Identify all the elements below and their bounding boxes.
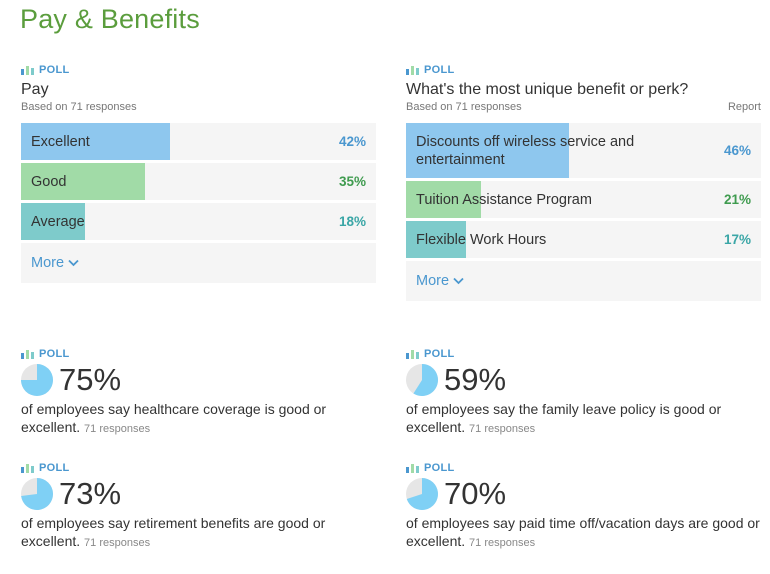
stat-description: of employees say healthcare coverage is … <box>21 401 327 435</box>
poll-option-average[interactable]: Average 18% <box>21 203 376 240</box>
retirement-stat: POLL 73% of employees say retirement ben… <box>21 462 381 552</box>
page-title: Pay & Benefits <box>20 4 200 34</box>
stat-description: of employees say retirement benefits are… <box>21 515 326 549</box>
poll-option-label: Tuition Assistance Program <box>416 191 592 208</box>
stat-description: of employees say paid time off/vacation … <box>406 515 760 549</box>
paid-time-off-stat: POLL 70% of employees say paid time off/… <box>406 462 766 552</box>
stat-percent: 70% <box>444 476 507 511</box>
poll-label: POLL <box>39 64 70 76</box>
poll-option-good[interactable]: Good 35% <box>21 163 376 200</box>
poll-option-tuition-assistance[interactable]: Tuition Assistance Program 21% <box>406 181 761 218</box>
poll-tag: POLL <box>21 462 381 474</box>
stat-description: of employees say the family leave policy… <box>406 401 722 435</box>
family-leave-stat: POLL 59% of employees say the family lea… <box>406 348 766 438</box>
pie-chart-icon <box>406 364 438 396</box>
poll-option-bar <box>21 203 85 240</box>
poll-option-label: Discounts off wireless service and enter… <box>416 133 635 168</box>
poll-tag: POLL <box>406 348 766 360</box>
poll-option-label: Average <box>31 213 85 230</box>
poll-tag: POLL <box>21 348 381 360</box>
bar-chart-icon <box>21 349 34 359</box>
more-button[interactable]: More <box>21 243 376 283</box>
pie-chart-icon <box>21 364 53 396</box>
poll-label: POLL <box>39 348 70 360</box>
pie-chart-icon <box>21 478 53 510</box>
pie-slice <box>21 364 53 396</box>
poll-label: POLL <box>424 64 455 76</box>
perk-poll-card: POLL What's the most unique benefit or p… <box>406 64 761 301</box>
more-label: More <box>416 273 450 289</box>
healthcare-stat: POLL 75% of employees say healthcare cov… <box>21 348 381 438</box>
poll-option-label: Excellent <box>31 133 90 150</box>
poll-label: POLL <box>39 462 70 474</box>
pie-chart-icon <box>406 478 438 510</box>
stat-responses: 71 responses <box>84 423 151 435</box>
poll-response-count: Based on 71 responses <box>21 101 137 113</box>
poll-response-count: Based on 71 responses <box>406 101 522 113</box>
poll-option-percent: 35% <box>338 174 366 189</box>
bar-chart-icon <box>406 463 419 473</box>
poll-option-percent: 21% <box>723 192 751 207</box>
poll-option-flexible-hours[interactable]: Flexible Work Hours 17% <box>406 221 761 258</box>
poll-option-bar <box>21 123 171 160</box>
poll-option-percent: 46% <box>723 143 751 158</box>
poll-option-wireless-discounts[interactable]: Discounts off wireless service and enter… <box>406 123 761 178</box>
bar-chart-icon <box>406 349 419 359</box>
poll-option-excellent[interactable]: Excellent 42% <box>21 123 376 160</box>
poll-option-label: Flexible Work Hours <box>416 231 547 248</box>
poll-label: POLL <box>424 462 455 474</box>
poll-option-percent: 17% <box>723 232 751 247</box>
stat-responses: 71 responses <box>84 537 151 549</box>
poll-option-bar <box>406 123 570 178</box>
stat-percent: 59% <box>444 362 507 397</box>
poll-option-bar <box>406 181 481 218</box>
stat-percent: 73% <box>59 476 122 511</box>
pie-slice <box>406 478 438 510</box>
poll-tag: POLL <box>406 462 766 474</box>
chevron-down-icon <box>453 277 464 285</box>
poll-option-percent: 18% <box>338 214 366 229</box>
chevron-down-icon <box>68 259 79 267</box>
bar-chart-icon <box>406 65 419 75</box>
poll-question: Pay <box>21 81 49 98</box>
bar-chart-icon <box>21 463 34 473</box>
poll-option-percent: 42% <box>338 134 366 149</box>
stat-responses: 71 responses <box>469 423 536 435</box>
poll-option-label: Good <box>31 173 67 190</box>
pay-poll-card: POLL Pay Based on 71 responses Excellent… <box>21 64 376 283</box>
poll-question: What's the most unique benefit or perk? <box>406 81 689 98</box>
more-button[interactable]: More <box>406 261 761 301</box>
pie-slice <box>413 364 438 396</box>
report-link[interactable]: Report <box>727 101 761 113</box>
poll-option-bar <box>21 163 146 200</box>
stat-responses: 71 responses <box>469 537 536 549</box>
bar-chart-icon <box>21 65 34 75</box>
pie-slice <box>21 478 53 510</box>
poll-label: POLL <box>424 348 455 360</box>
poll-tag: POLL <box>406 64 761 76</box>
poll-options: Excellent 42% Good 35% Average 18% More <box>21 123 376 283</box>
poll-option-bar <box>406 221 467 258</box>
poll-options: Discounts off wireless service and enter… <box>406 123 761 301</box>
stat-percent: 75% <box>59 362 122 397</box>
more-label: More <box>31 255 65 271</box>
poll-tag: POLL <box>21 64 376 76</box>
